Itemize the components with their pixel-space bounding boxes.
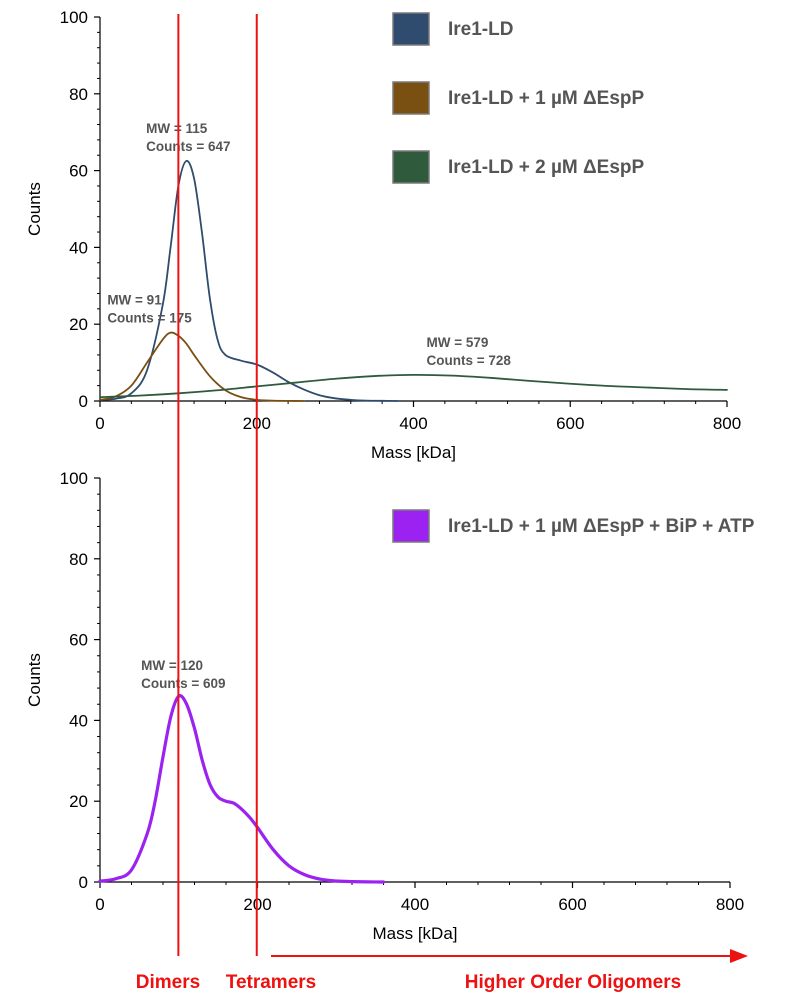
annotation-counts: Counts = 728 [427, 353, 512, 368]
x-axis-title: Mass [kDa] [371, 443, 456, 462]
annotation-mw: MW = 115 [146, 121, 208, 136]
y-tick-label: 40 [69, 711, 88, 730]
y-tick-label: 100 [60, 469, 88, 488]
dimers-label: Dimers [136, 972, 200, 993]
tetramers-label: Tetramers [226, 972, 316, 993]
series-line-1 [99, 159, 399, 402]
x-tick-label: 800 [716, 895, 744, 914]
annotation-counts: Counts = 647 [146, 139, 230, 154]
x-axis-title: Mass [kDa] [372, 924, 457, 943]
x-tick-label: 600 [556, 414, 584, 433]
series-line-2 [99, 331, 305, 402]
y-tick-label: 40 [69, 238, 88, 257]
y-tick-label: 20 [69, 792, 88, 811]
annotation-counts: Counts = 175 [107, 311, 192, 326]
x-tick-label: 800 [713, 414, 741, 433]
annotation-counts: Counts = 609 [141, 676, 225, 691]
legend-entry-1: Ire1-LD + 1 µM ΔEspP + BiP + ATP [448, 516, 755, 537]
annotation-mw: MW = 91 [107, 293, 162, 308]
annotation-mw: MW = 120 [141, 658, 203, 673]
higher-order-label: Higher Order Oligomers [465, 972, 681, 993]
x-tick-label: 400 [401, 895, 429, 914]
series-line-3 [99, 373, 728, 399]
y-tick-label: 0 [79, 392, 88, 411]
y-axis-title: Counts [25, 653, 44, 707]
legend-entry-3: Ire1-LD + 2 µM ΔEspP [448, 157, 645, 178]
annotation-mw: MW = 579 [427, 335, 489, 350]
y-tick-label: 80 [69, 85, 88, 104]
legend-entry-1: Ire1-LD [448, 19, 513, 40]
y-tick-label: 60 [69, 162, 88, 181]
y-tick-label: 20 [69, 315, 88, 334]
y-tick-label: 80 [69, 550, 88, 569]
y-axis-title: Counts [25, 182, 44, 236]
legend-entry-2: Ire1-LD + 1 µM ΔEspP [448, 88, 645, 109]
y-tick-label: 60 [69, 631, 88, 650]
series-line-1 [98, 694, 386, 884]
arrow-head-icon [730, 949, 748, 963]
y-tick-label: 100 [60, 8, 88, 27]
x-tick-label: 600 [558, 895, 586, 914]
x-tick-label: 400 [399, 414, 427, 433]
x-tick-label: 0 [95, 895, 104, 914]
y-tick-label: 0 [79, 873, 88, 892]
x-tick-label: 0 [95, 414, 104, 433]
legend-swatch-2 [392, 81, 430, 115]
legend-swatch-1 [392, 12, 430, 46]
legend-swatch-1 [392, 509, 430, 543]
legend-swatch-3 [392, 150, 430, 184]
